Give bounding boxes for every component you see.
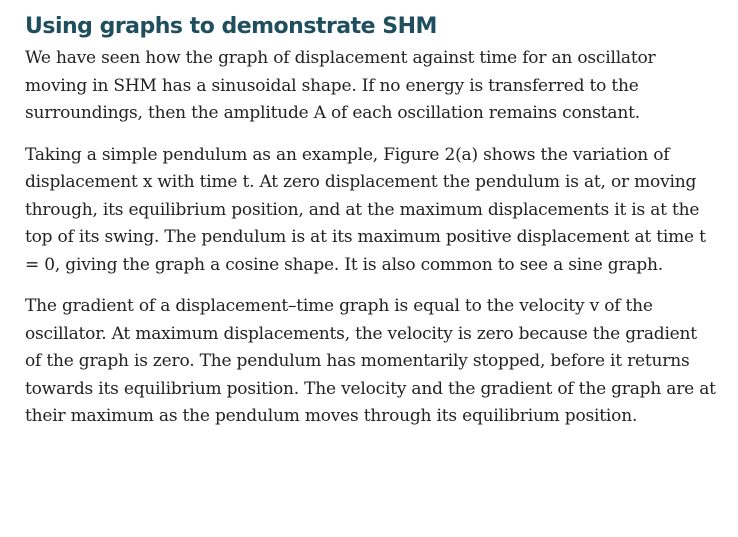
paragraph-2: Taking a simple pendulum as an example, …	[25, 144, 706, 275]
section-heading: Using graphs to demonstrate SHM	[25, 14, 437, 39]
document-section: Using graphs to demonstrate SHM We have …	[25, 14, 716, 426]
paragraph-1: We have seen how the graph of displaceme…	[25, 48, 656, 123]
paragraph-3: The gradient of a displacement–time grap…	[25, 296, 716, 426]
